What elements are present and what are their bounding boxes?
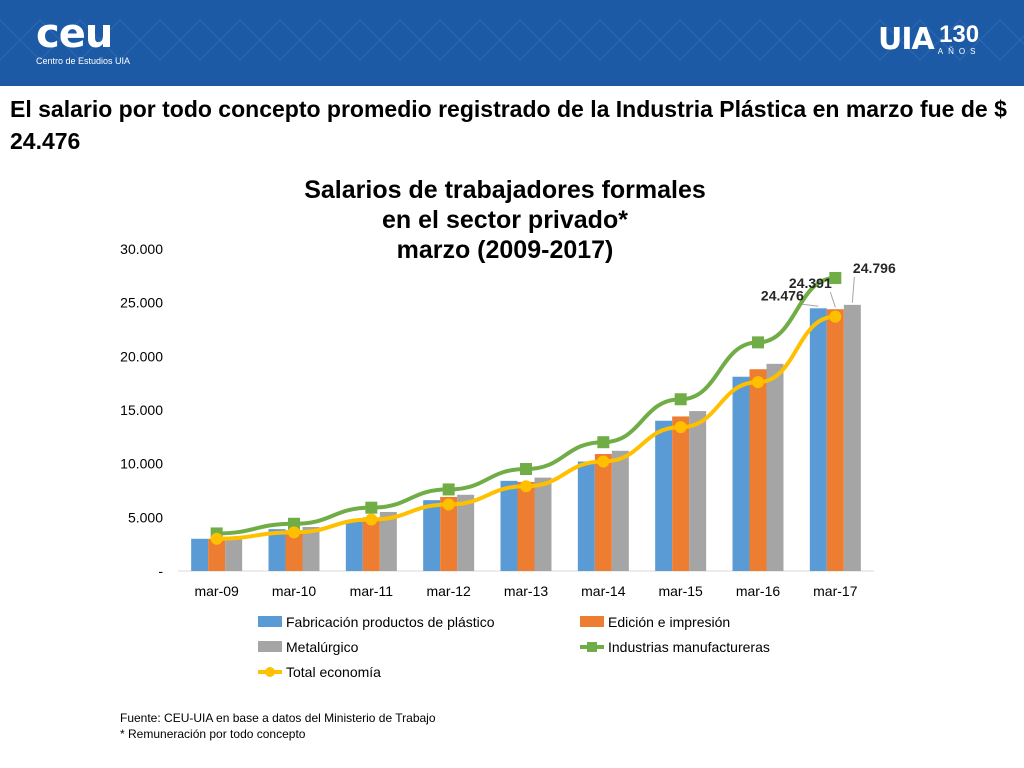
bar xyxy=(655,420,673,571)
line-marker xyxy=(597,436,610,449)
bar xyxy=(577,461,595,571)
line-marker xyxy=(674,421,687,434)
x-tick-label: mar-13 xyxy=(504,583,549,599)
legend-label: Industrias manufactureras xyxy=(608,639,770,655)
y-tick-label: 10.000 xyxy=(120,456,163,472)
line-marker xyxy=(674,393,687,406)
chart-title-line: Salarios de trabajadores formales xyxy=(304,176,706,204)
bar xyxy=(423,500,441,571)
page-title: El salario por todo concepto promedio re… xyxy=(10,96,1007,154)
x-tick-label: mar-16 xyxy=(736,583,781,599)
bar xyxy=(457,494,475,571)
bar xyxy=(843,304,861,571)
series-line xyxy=(216,275,836,536)
y-tick-label: 15.000 xyxy=(120,402,163,418)
legend-swatch xyxy=(258,616,282,627)
x-tick-label: mar-11 xyxy=(350,583,394,599)
footnote-line: * Remuneración por todo concepto xyxy=(120,727,306,741)
bar xyxy=(440,496,458,571)
bar xyxy=(191,538,209,571)
legend-marker xyxy=(587,642,597,652)
data-label-leader xyxy=(802,303,819,307)
bar xyxy=(809,308,827,571)
line-marker xyxy=(288,526,300,539)
header-banner: ceu Centro de Estudios UIA UIA 130 AÑOS xyxy=(0,0,1024,86)
line-marker xyxy=(365,501,378,514)
line-marker xyxy=(752,336,764,349)
uia-anniversary: 130 AÑOS xyxy=(937,21,981,57)
line-marker xyxy=(442,498,455,511)
y-tick-label: 20.000 xyxy=(120,348,163,364)
line-marker xyxy=(520,480,532,493)
y-tick-label: 25.000 xyxy=(120,295,163,311)
legend-swatch xyxy=(258,641,282,652)
uia-anniversary-caption: AÑOS xyxy=(937,47,981,56)
legend-label: Fabricación productos de plástico xyxy=(286,614,495,630)
legend-label: Edición e impresión xyxy=(608,614,730,630)
x-tick-label: mar-15 xyxy=(658,583,703,599)
source-note: Fuente: CEU-UIA en base a datos del Mini… xyxy=(120,710,436,742)
line-marker xyxy=(288,517,300,530)
data-label-leader xyxy=(829,292,836,308)
bar xyxy=(500,480,518,571)
bar xyxy=(208,538,226,571)
bar xyxy=(379,511,397,571)
bar xyxy=(611,450,629,571)
bar xyxy=(285,530,303,571)
bar xyxy=(534,477,552,571)
uia-anniversary-number: 130 xyxy=(939,21,980,48)
line-marker xyxy=(829,310,842,323)
x-tick-label: mar-17 xyxy=(813,583,858,599)
legend-label: Metalúrgico xyxy=(286,639,359,655)
bar xyxy=(345,520,363,571)
line-marker xyxy=(442,483,455,496)
chart-title-line: en el sector privado* xyxy=(382,206,628,234)
data-label: 24.391 xyxy=(789,275,832,291)
bar xyxy=(362,517,380,571)
x-tick-label: mar-09 xyxy=(194,583,239,599)
source-line: Fuente: CEU-UIA en base a datos del Mini… xyxy=(120,711,436,725)
y-tick-label: 30.000 xyxy=(120,241,163,257)
bar xyxy=(732,376,750,571)
uia-130-logo[interactable]: UIA 130 AÑOS xyxy=(878,22,980,57)
bar xyxy=(749,369,767,571)
x-tick-label: mar-14 xyxy=(581,583,626,599)
bar xyxy=(594,454,612,571)
x-tick-label: mar-10 xyxy=(272,583,317,599)
line-marker xyxy=(597,455,610,468)
bar xyxy=(766,363,784,571)
line-marker xyxy=(829,271,842,284)
y-tick-label: - xyxy=(158,563,163,579)
chart-title-line: marzo (2009-2017) xyxy=(397,236,614,264)
data-label-leader xyxy=(851,276,855,303)
ceu-logo-subtitle: Centro de Estudios UIA xyxy=(36,56,131,66)
legend-label: Total economía xyxy=(286,664,381,680)
line-marker xyxy=(365,513,378,526)
bar xyxy=(826,309,844,571)
data-label: 24.796 xyxy=(853,260,896,276)
bar xyxy=(689,411,707,571)
bar xyxy=(225,537,243,571)
banner-pattern xyxy=(0,19,1024,61)
bar xyxy=(517,481,535,571)
bar xyxy=(268,529,286,571)
legend-marker xyxy=(265,667,275,677)
uia-logo-text: UIA xyxy=(878,22,935,57)
legend-swatch xyxy=(580,616,604,627)
bar xyxy=(672,416,690,571)
line-marker xyxy=(520,463,532,476)
ceu-logo[interactable]: ceu Centro de Estudios UIA xyxy=(36,14,130,66)
x-tick-label: mar-12 xyxy=(426,583,471,599)
ceu-logo-text: ceu xyxy=(36,11,113,57)
line-marker xyxy=(752,376,764,389)
line-marker xyxy=(210,532,223,545)
bar xyxy=(302,526,320,571)
y-tick-label: 5.000 xyxy=(128,509,163,525)
data-label: 24.476 xyxy=(761,287,804,303)
series-line xyxy=(216,314,836,541)
